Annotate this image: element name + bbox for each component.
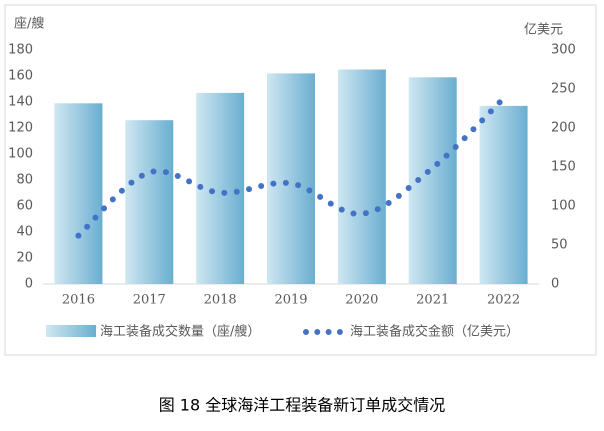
legend-label: 海工装备成交金额（亿美元） xyxy=(350,324,519,340)
y-tick-label: 100 xyxy=(8,147,33,162)
y-tick-label: 120 xyxy=(8,121,33,136)
y-tick-label: 160 xyxy=(8,69,33,84)
x-tick-label: 2016 xyxy=(62,293,95,308)
x-tick-label: 2019 xyxy=(274,293,307,308)
y2-tick-label: 50 xyxy=(551,238,568,253)
y2-tick-label: 200 xyxy=(551,121,576,136)
y2-tick-label: 150 xyxy=(551,160,576,175)
bar xyxy=(54,103,103,284)
bar xyxy=(267,73,315,285)
y-tick-label: 20 xyxy=(16,251,33,266)
y-tick-label: 0 xyxy=(25,277,33,292)
y-tick-label: 60 xyxy=(16,199,33,214)
y2-tick-label: 0 xyxy=(551,277,559,292)
x-tick-label: 2020 xyxy=(345,293,378,308)
y2-tick-label: 100 xyxy=(551,199,576,214)
bar xyxy=(125,120,174,284)
caption: 图 18 全球海洋工程装备新订单成交情况 xyxy=(159,396,446,415)
y2-tick-label: 300 xyxy=(551,43,576,58)
x-tick-label: 2021 xyxy=(416,293,449,308)
x-tick-label: 2018 xyxy=(204,293,237,308)
bar xyxy=(479,105,528,285)
y2-axis-label: 亿美元 xyxy=(524,23,563,38)
x-tick-label: 2022 xyxy=(487,293,520,308)
y-tick-label: 140 xyxy=(8,95,33,110)
y-axis-label: 座/艘 xyxy=(14,16,44,32)
bar xyxy=(196,92,245,285)
bar xyxy=(337,69,386,284)
legend-swatch xyxy=(46,325,96,337)
legend-label: 海工装备成交数量（座/艘） xyxy=(100,324,260,340)
y-tick-label: 40 xyxy=(16,225,33,240)
chart-border xyxy=(4,4,597,356)
y-tick-label: 180 xyxy=(8,43,33,58)
x-tick-label: 2017 xyxy=(133,293,166,308)
y-tick-label: 80 xyxy=(16,173,33,188)
y2-tick-label: 250 xyxy=(551,82,576,97)
